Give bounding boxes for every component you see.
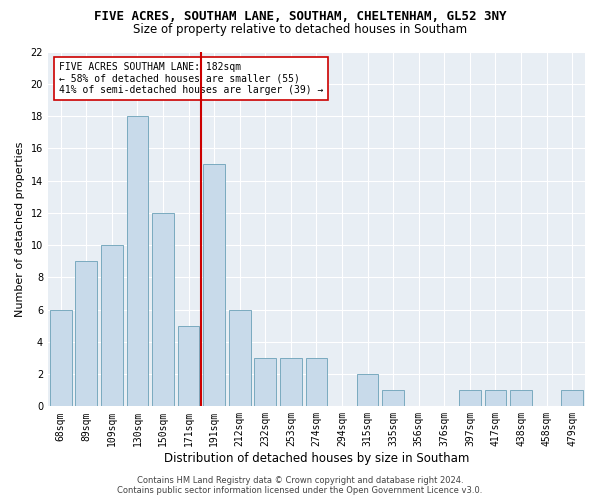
Bar	[305, 358, 328, 406]
Bar	[203, 164, 225, 406]
Bar	[127, 116, 148, 406]
Bar	[357, 374, 379, 406]
Bar	[254, 358, 276, 406]
Bar	[280, 358, 302, 406]
Bar	[229, 310, 251, 406]
Bar	[562, 390, 583, 406]
Text: Size of property relative to detached houses in Southam: Size of property relative to detached ho…	[133, 22, 467, 36]
Y-axis label: Number of detached properties: Number of detached properties	[15, 141, 25, 316]
Bar	[382, 390, 404, 406]
Text: Contains HM Land Registry data © Crown copyright and database right 2024.
Contai: Contains HM Land Registry data © Crown c…	[118, 476, 482, 495]
Bar	[178, 326, 199, 406]
X-axis label: Distribution of detached houses by size in Southam: Distribution of detached houses by size …	[164, 452, 469, 465]
Bar	[50, 310, 71, 406]
Bar	[485, 390, 506, 406]
Bar	[459, 390, 481, 406]
Bar	[76, 261, 97, 406]
Text: FIVE ACRES, SOUTHAM LANE, SOUTHAM, CHELTENHAM, GL52 3NY: FIVE ACRES, SOUTHAM LANE, SOUTHAM, CHELT…	[94, 10, 506, 23]
Text: FIVE ACRES SOUTHAM LANE: 182sqm
← 58% of detached houses are smaller (55)
41% of: FIVE ACRES SOUTHAM LANE: 182sqm ← 58% of…	[59, 62, 323, 96]
Bar	[510, 390, 532, 406]
Bar	[152, 213, 174, 406]
Bar	[101, 245, 123, 406]
